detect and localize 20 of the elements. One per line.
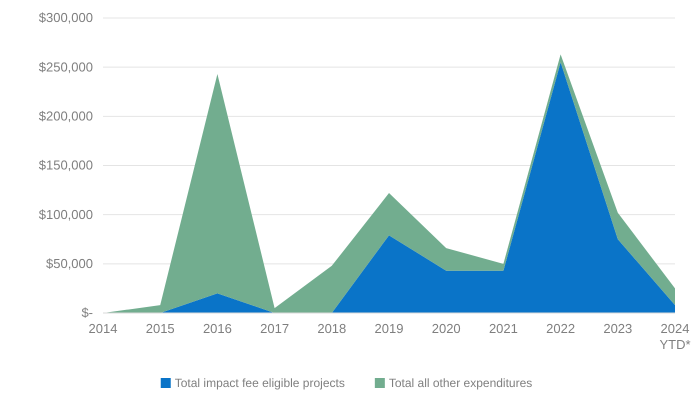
x-tick-label: 2024 YTD* — [659, 321, 691, 352]
x-tick-label: 2021 — [488, 321, 518, 336]
x-tick-label: 2019 — [374, 321, 404, 336]
x-tick-label: 2022 — [546, 321, 576, 336]
y-tick-label: $150,000 — [38, 158, 93, 173]
x-tick-label: 2018 — [317, 321, 346, 336]
x-tick-label: 2017 — [260, 321, 290, 336]
x-tick-label: 2015 — [146, 321, 175, 336]
y-tick-label: $300,000 — [38, 10, 93, 26]
y-tick-label: $50,000 — [46, 256, 93, 271]
x-tick-label: 2023 — [603, 321, 632, 336]
y-tick-label: $200,000 — [38, 108, 93, 124]
legend-label: Total impact fee eligible projects — [174, 376, 345, 390]
y-tick-label: $- — [81, 305, 93, 320]
y-tick-label: $100,000 — [38, 206, 93, 222]
legend-label: Total all other expenditures — [388, 376, 532, 390]
y-tick-label: $250,000 — [38, 59, 93, 74]
x-tick-label: 2020 — [432, 321, 461, 336]
x-tick-label: 2014 — [88, 321, 118, 336]
x-tick-label: 2016 — [202, 321, 232, 336]
